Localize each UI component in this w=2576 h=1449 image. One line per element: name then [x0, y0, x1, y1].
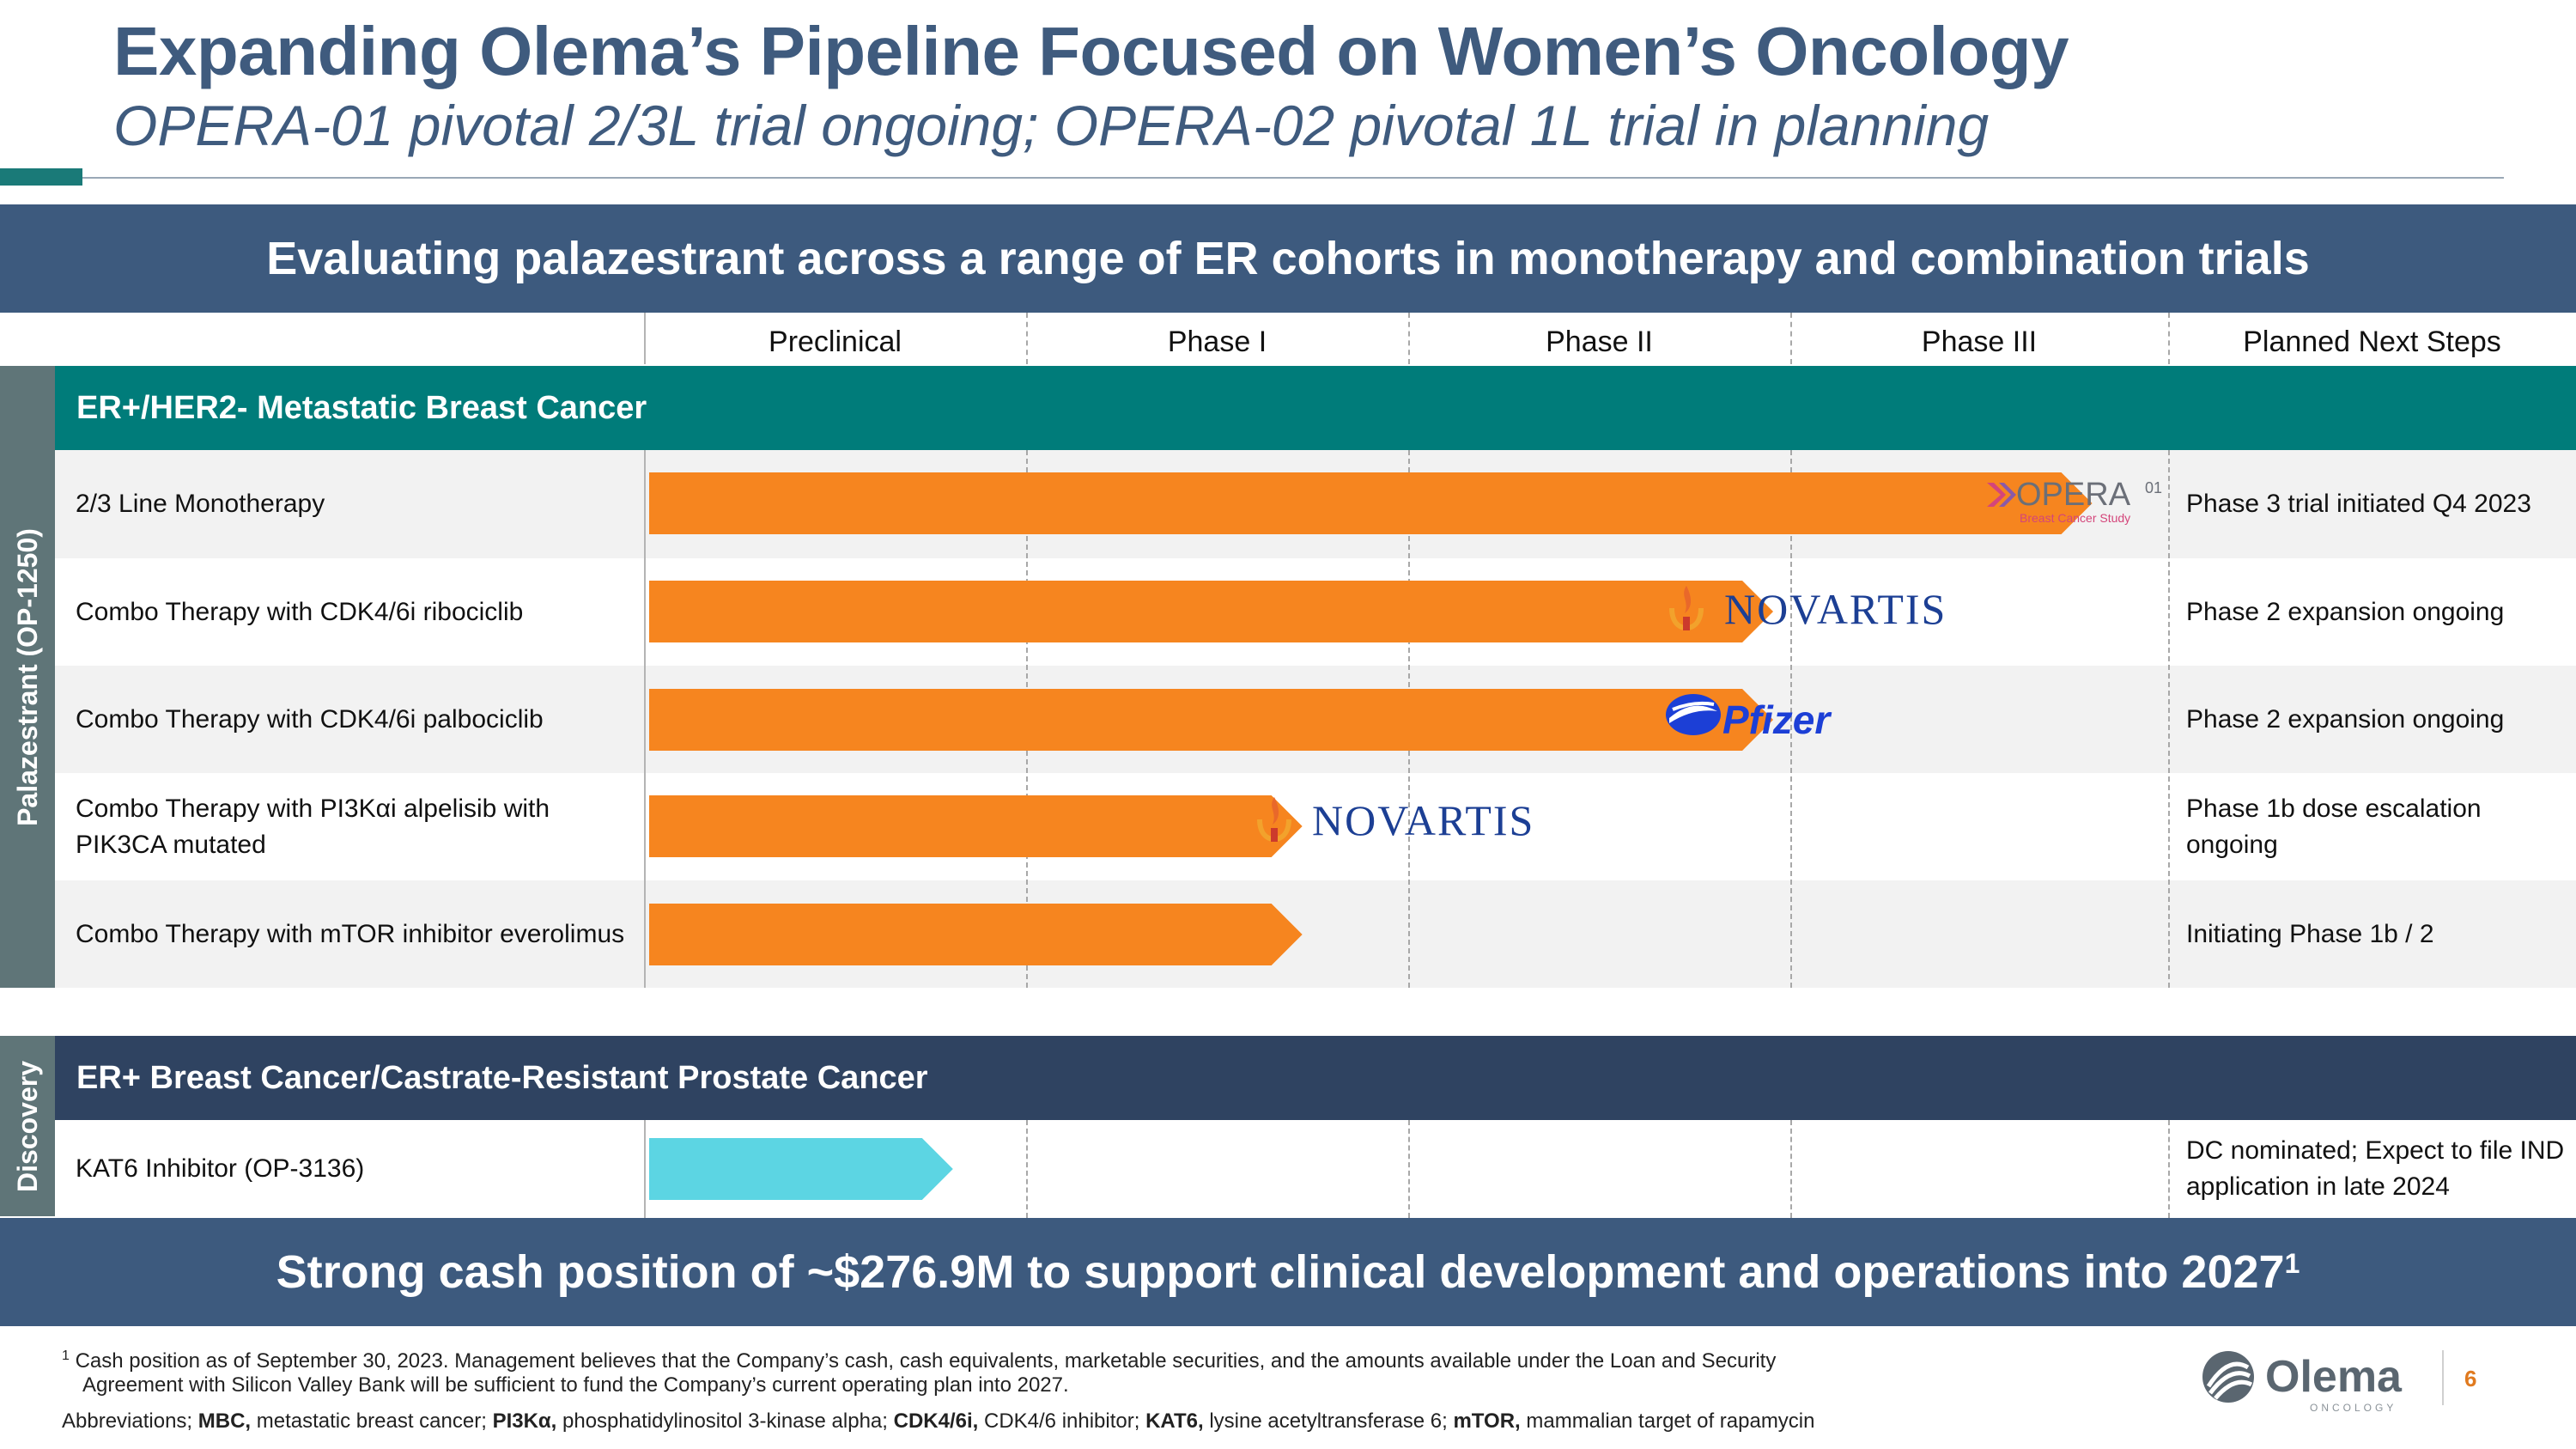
- grid-line: [1026, 313, 1028, 364]
- section-header-er-prostate: ER+ Breast Cancer/Castrate-Resistant Pro…: [55, 1036, 2576, 1120]
- top-banner: Evaluating palazestrant across a range o…: [0, 204, 2576, 313]
- bottom-banner: Strong cash position of ~$276.9M to supp…: [0, 1218, 2576, 1326]
- page-title: Expanding Olema’s Pipeline Focused on Wo…: [113, 13, 2069, 89]
- progress-arrow: [649, 689, 1773, 751]
- grid-line: [1790, 450, 1792, 988]
- cash-position-text: Strong cash position of ~$276.9M to supp…: [276, 1246, 2285, 1298]
- accent-bar: [0, 168, 82, 186]
- program-label: Combo Therapy with mTOR inhibitor everol…: [76, 919, 625, 948]
- next-step-text: Phase 2 expansion ongoing: [2186, 704, 2505, 734]
- grid-line: [2168, 1120, 2170, 1218]
- next-step-text: Phase 3 trial initiated Q4 2023: [2186, 490, 2531, 518]
- column-preclinical: Preclinical: [769, 325, 902, 358]
- next-step-text: Phase 2 expansion ongoing: [2186, 597, 2505, 626]
- program-label: Combo Therapy with CDK4/6i palbociclib: [76, 704, 544, 734]
- grid-line: [2168, 450, 2170, 988]
- side-label-discovery: Discovery: [0, 1036, 55, 1216]
- progress-arrow: [649, 904, 1303, 965]
- svg-text:Pfizer: Pfizer: [1722, 697, 1832, 742]
- column-phase-2: Phase II: [1546, 325, 1653, 358]
- grid-line: [644, 1120, 646, 1218]
- table-row: [55, 1120, 2576, 1218]
- footnote-1: 1 Cash position as of September 30, 2023…: [62, 1349, 1777, 1373]
- grid-line: [1790, 313, 1792, 364]
- grid-line: [1408, 313, 1410, 364]
- grid-line: [644, 313, 646, 364]
- progress-arrow: [649, 795, 1303, 857]
- novartis-logo: NOVARTIS: [1252, 794, 1534, 847]
- grid-line: [2168, 313, 2170, 364]
- table-row: [55, 773, 2576, 880]
- progress-arrow: [649, 581, 1773, 642]
- table-row: [55, 880, 2576, 988]
- page-number: 6: [2464, 1366, 2477, 1391]
- grid-line: [1408, 1120, 1410, 1218]
- program-label: KAT6 Inhibitor (OP-3136): [76, 1154, 365, 1183]
- page-separator: [2442, 1350, 2444, 1405]
- next-step-text: DC nominated; Expect to file IND applica…: [2186, 1136, 2565, 1201]
- side-label-palazestrant: Palazestrant (OP-1250): [0, 366, 55, 988]
- grid-line: [644, 450, 646, 988]
- program-label: Combo Therapy with PI3Kαi alpelisib with…: [76, 794, 550, 859]
- svg-text:01: 01: [2145, 479, 2162, 496]
- olema-logo: Olema: [2198, 1347, 2402, 1407]
- program-label: Combo Therapy with CDK4/6i ribociclib: [76, 597, 524, 626]
- footnote-ref: 1: [2284, 1247, 2300, 1279]
- svg-text:OPERA: OPERA: [2016, 477, 2131, 513]
- section-header-er-her2: ER+/HER2- Metastatic Breast Cancer: [55, 366, 2576, 450]
- olema-mark-icon: [2202, 1351, 2254, 1403]
- svg-text:Breast Cancer Study: Breast Cancer Study: [2020, 511, 2130, 525]
- footnote-1-cont: Agreement with Silicon Valley Bank will …: [82, 1373, 1069, 1397]
- next-step-text: Phase 1b dose escalation ongoing: [2186, 794, 2482, 859]
- novartis-logo: NOVARTIS: [1664, 582, 1947, 636]
- page-subtitle: OPERA-01 pivotal 2/3L trial ongoing; OPE…: [113, 94, 1990, 157]
- abbreviations: Abbreviations; MBC, metastatic breast ca…: [62, 1409, 1815, 1433]
- novartis-flame-icon: [1669, 586, 1704, 630]
- program-label: 2/3 Line Monotherapy: [76, 490, 325, 518]
- progress-arrow: [649, 472, 2093, 534]
- column-phase-1: Phase I: [1167, 325, 1267, 358]
- pfizer-logo: Pfizer: [1664, 684, 1836, 757]
- novartis-flame-icon: [1257, 797, 1291, 842]
- next-step-text: Initiating Phase 1b / 2: [2186, 919, 2434, 948]
- column-next-steps: Planned Next Steps: [2243, 325, 2501, 358]
- grid-line: [1790, 1120, 1792, 1218]
- header-divider: [82, 177, 2504, 179]
- opera-01-logo: OPERA 01 Breast Cancer Study: [1982, 474, 2167, 534]
- olema-subtext: ONCOLOGY: [2310, 1402, 2397, 1414]
- progress-arrow: [649, 1138, 953, 1200]
- grid-line: [1026, 1120, 1028, 1218]
- column-phase-3: Phase III: [1921, 325, 2038, 358]
